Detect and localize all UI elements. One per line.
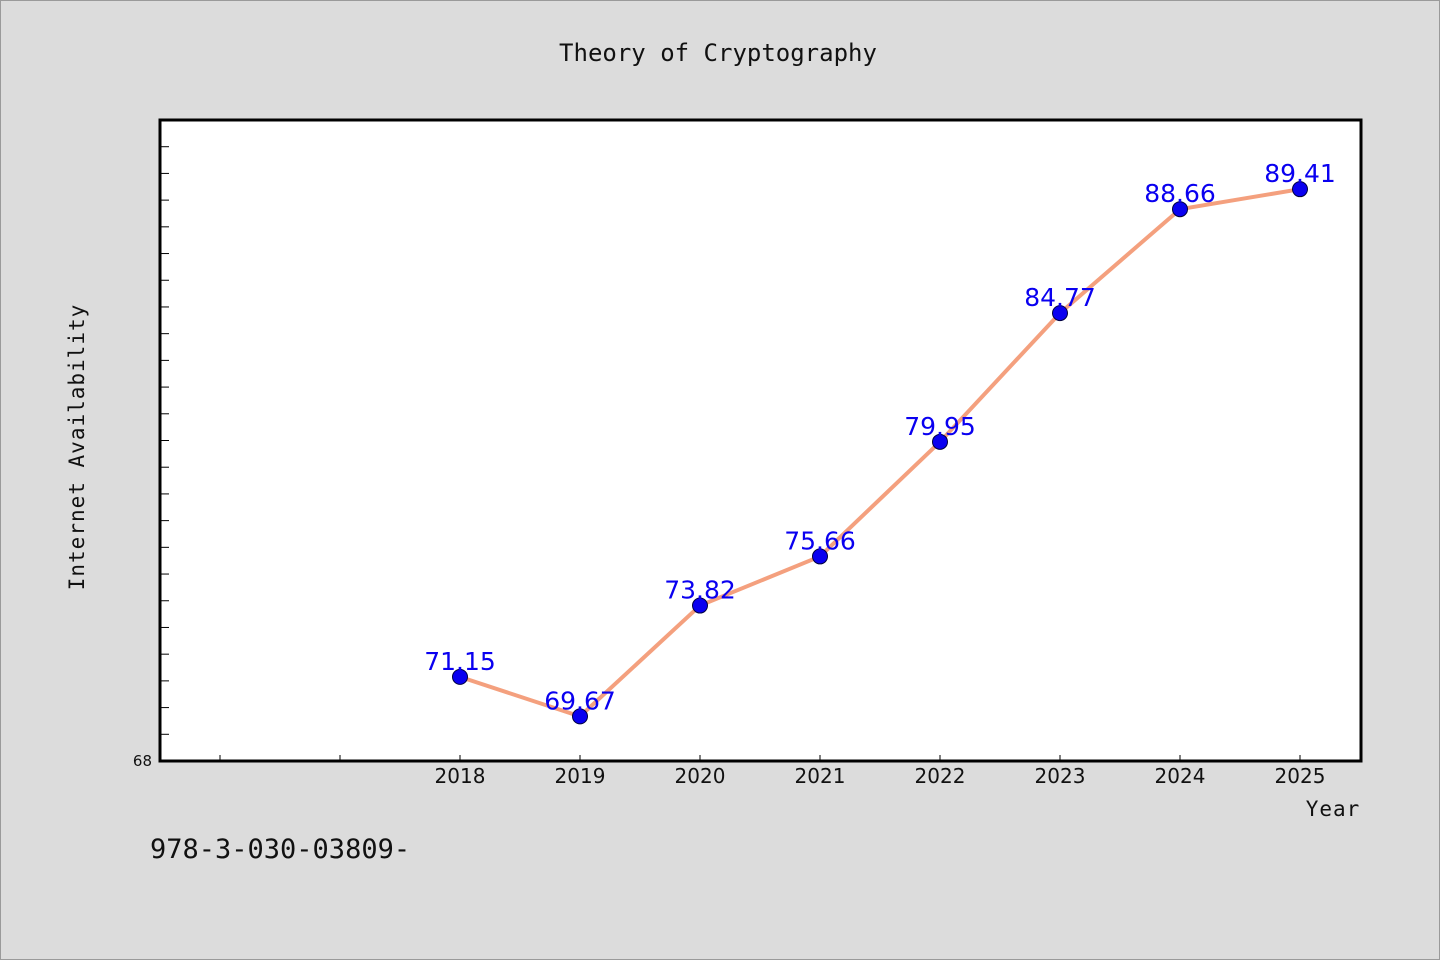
data-point xyxy=(1172,201,1188,218)
y-tick-label: 68 xyxy=(133,752,152,770)
data-label: 88.66 xyxy=(1144,179,1216,208)
data-point xyxy=(452,668,468,685)
data-label: 89.41 xyxy=(1264,159,1336,188)
data-point xyxy=(812,548,828,565)
data-point xyxy=(692,597,708,614)
x-axis-ticks: 2018 2019 2020 2021 2022 2023 2024 2025 xyxy=(219,755,1326,788)
data-point xyxy=(1292,181,1308,198)
y-axis-ticks xyxy=(160,146,169,735)
x-tick-label: 2025 xyxy=(1275,764,1326,788)
data-label: 79.95 xyxy=(904,412,976,441)
data-point xyxy=(932,433,948,450)
x-tick-label: 2018 xyxy=(435,764,486,788)
data-point xyxy=(1052,305,1068,322)
x-tick-label: 2020 xyxy=(675,764,726,788)
data-points-group xyxy=(452,181,1308,725)
data-point xyxy=(572,708,588,725)
x-tick-label: 2019 xyxy=(555,764,606,788)
data-label: 71.15 xyxy=(424,647,496,676)
series-line xyxy=(458,187,1302,719)
series-line-group xyxy=(458,187,1302,719)
y-axis-label: Internet Availability xyxy=(65,304,89,591)
data-labels-group: 71.15 69.67 73.82 75.66 79.95 84.77 88.66 89.41 xyxy=(424,159,1336,715)
x-tick-label: 2023 xyxy=(1035,764,1086,788)
x-tick-label: 2021 xyxy=(795,764,846,788)
data-label: 75.66 xyxy=(784,526,856,555)
x-tick-label: 2024 xyxy=(1155,764,1206,788)
chart-title: Theory of Cryptography xyxy=(559,39,877,67)
x-tick-label: 2022 xyxy=(915,764,966,788)
data-label: 69.67 xyxy=(544,686,616,715)
footnote-isbn: 978-3-030-03809- xyxy=(150,834,411,865)
x-axis-label: Year xyxy=(1306,797,1361,821)
data-label: 73.82 xyxy=(664,576,736,605)
data-label: 84.77 xyxy=(1024,283,1096,312)
